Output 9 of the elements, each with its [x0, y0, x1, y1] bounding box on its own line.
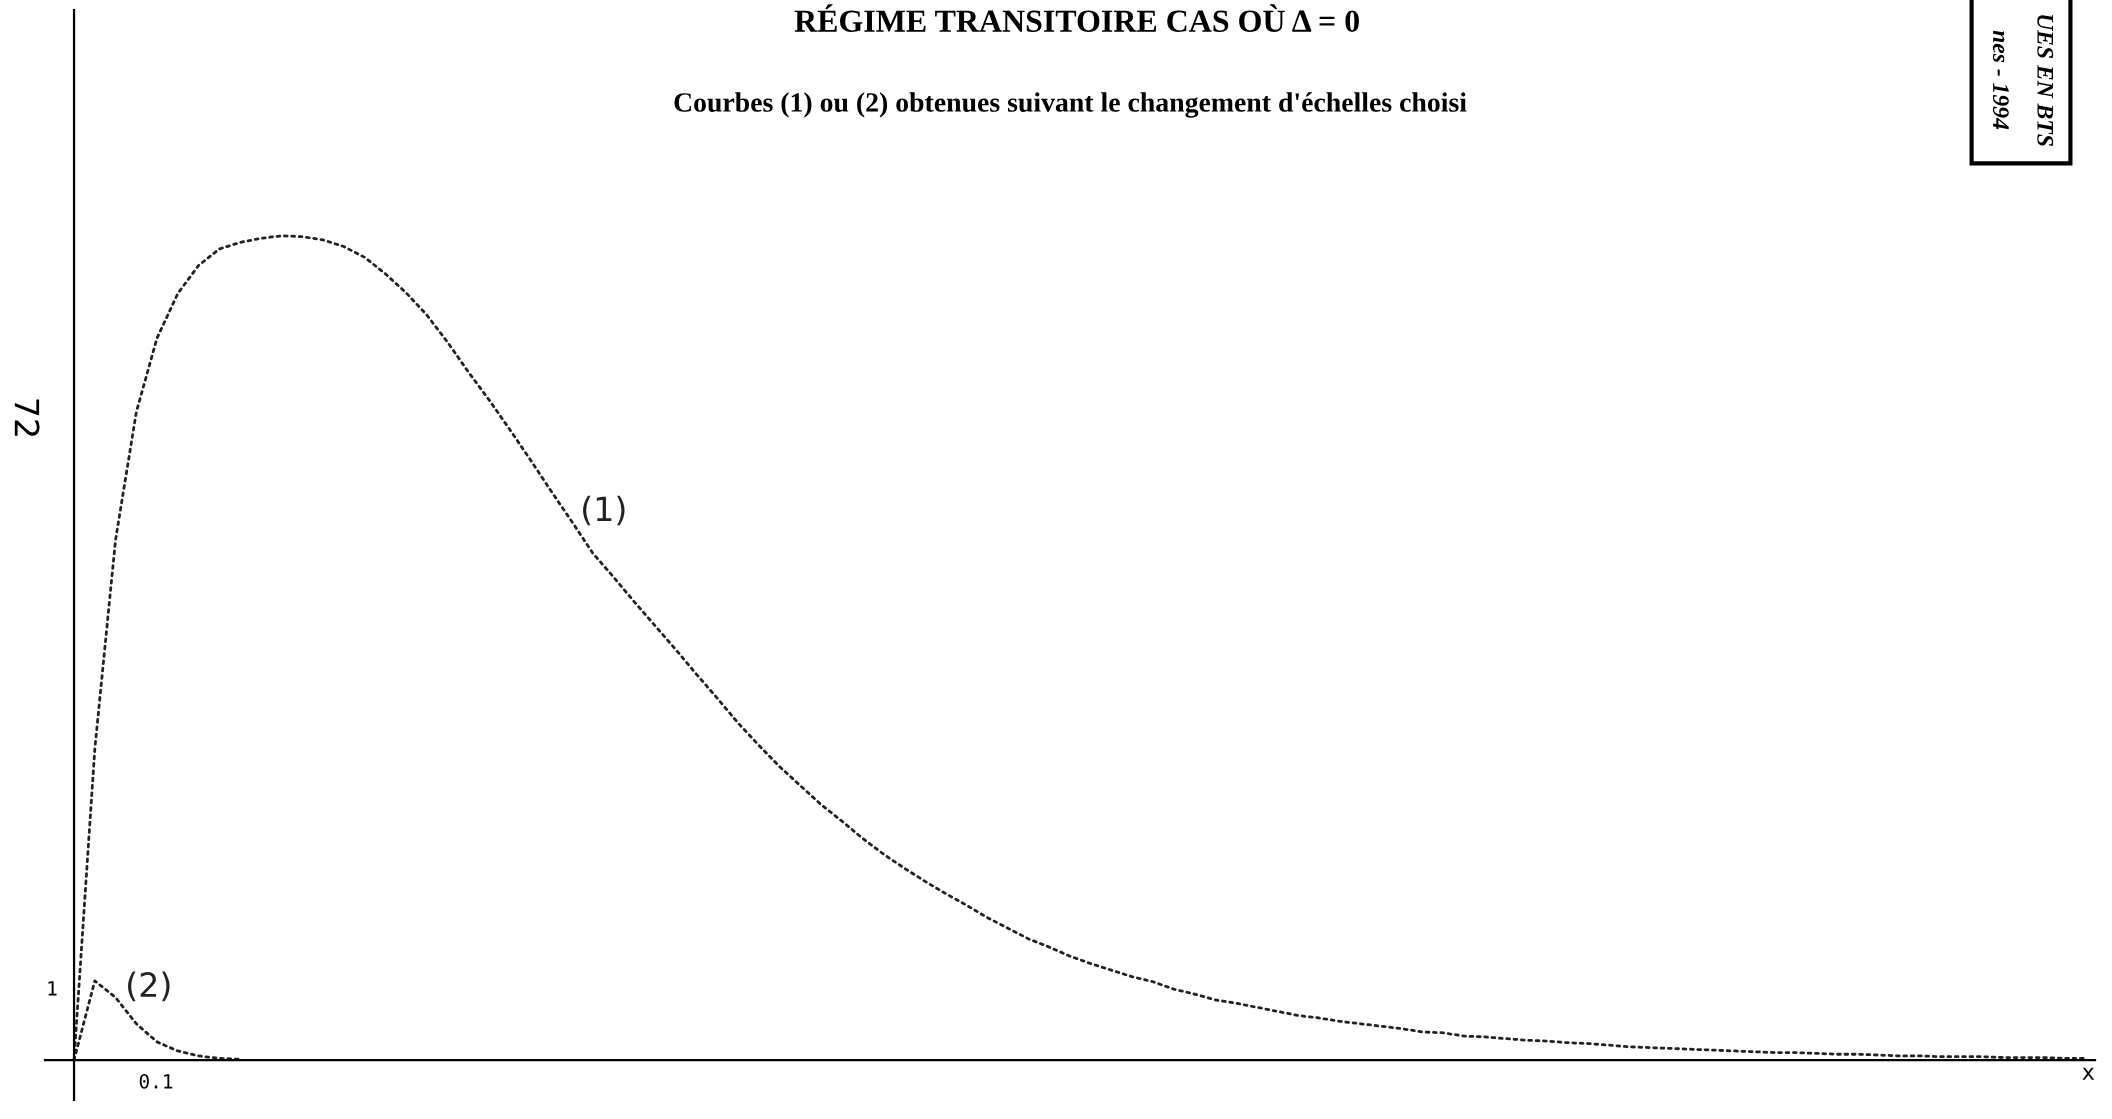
annotation: 1: [48, 981, 57, 996]
chart-title: RÉGIME TRANSITOIRE CAS OÙ Δ = 0: [794, 4, 1359, 32]
series-label: (1): [583, 495, 625, 526]
text: 72: [14, 399, 40, 436]
x-axis-title: x: [2082, 1067, 2095, 1080]
chart-subtitle: Courbes (1) ou (2) obtenues suivant le changement d'échelles choisi: [674, 92, 1467, 118]
text: UES EN BTS nes - 1994: [1992, 15, 2054, 146]
series-label: (2): [128, 971, 170, 1002]
text: 0.1: [139, 1073, 173, 1089]
